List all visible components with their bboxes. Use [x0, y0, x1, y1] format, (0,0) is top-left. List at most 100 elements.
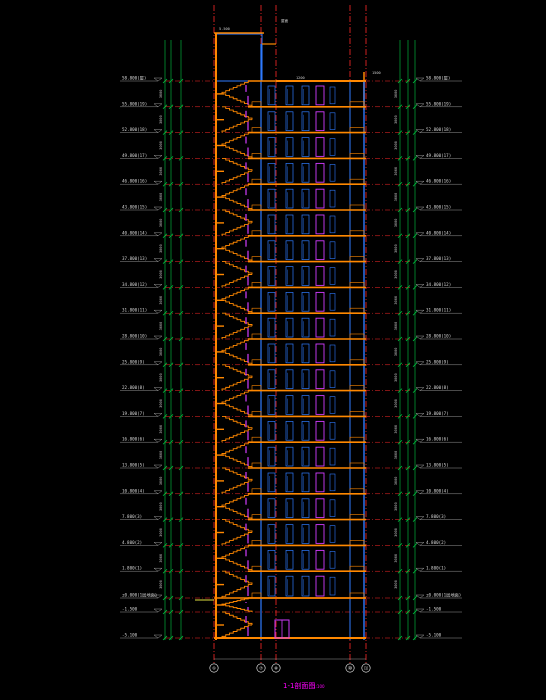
stair-flight-upper [222, 261, 253, 275]
elevation-marker [415, 516, 425, 520]
beam-drop [349, 333, 365, 340]
dimension-tick [405, 543, 411, 548]
dimension-tick [397, 181, 403, 187]
dimension-tick [397, 336, 403, 342]
door-opening [285, 292, 294, 312]
door-opening [285, 575, 294, 597]
dimension-tick [397, 310, 403, 316]
door-magenta [315, 214, 325, 235]
story-dimension-label: 3000 [159, 554, 163, 563]
elevation-label: 49.800(17) [426, 153, 451, 158]
dimension-tick [162, 439, 168, 445]
story-dimension-label: 3000 [159, 580, 163, 589]
dimension-tick [397, 233, 403, 239]
elevation-label: ±0.000(1层地面) [426, 592, 461, 599]
dimension-tick [397, 491, 403, 497]
window-opening [329, 396, 336, 414]
elevation-label: 31.800(11) [122, 308, 147, 313]
elevation-label: 7.800(3) [122, 514, 142, 519]
window-opening [329, 344, 336, 363]
door-opening [301, 472, 310, 493]
elevation-label: 10.800(4) [122, 488, 145, 493]
dimension-tick [405, 336, 411, 342]
door-opening [267, 240, 276, 260]
dimension-tick [412, 181, 418, 187]
elevation-marker [153, 594, 163, 599]
dimension-tick [162, 362, 168, 368]
dimension-tick [178, 388, 184, 393]
dimension-tick [412, 543, 418, 548]
axis-bubble [256, 663, 266, 673]
dimension-tick [412, 233, 418, 239]
dimension-tick [168, 310, 174, 316]
door-opening [285, 472, 294, 493]
stair-flight-lower [221, 428, 252, 443]
elevation-label: 37.800(13) [426, 256, 451, 261]
dimension-tick [178, 609, 184, 615]
stair-flight-upper [222, 209, 253, 223]
story-dimension-label: 3000 [394, 219, 398, 228]
dimension-tick [397, 130, 403, 135]
axis-bubbles: ① ⑦ ⑧ ⑳ ⑴ [209, 658, 371, 673]
dimension-tick [405, 609, 411, 615]
beam-drop [251, 565, 262, 572]
elevation-marker [415, 361, 425, 366]
axis-bubble-label: ⑴ [364, 665, 368, 671]
door-opening [267, 163, 276, 183]
story-dimension-label: 3000 [394, 580, 398, 589]
beam-drop [251, 385, 262, 391]
stair-flight-upper [222, 312, 253, 327]
door-opening [285, 240, 294, 260]
door-opening [301, 188, 310, 209]
stair-flight-lower [221, 274, 252, 288]
door-magenta [315, 575, 325, 597]
dimension-tick [162, 336, 168, 342]
dimension-tick [168, 336, 174, 342]
beam-drop [251, 359, 262, 366]
stair-flight-upper [221, 235, 252, 249]
dimension-tick [168, 595, 174, 601]
dimension-tick [162, 491, 168, 497]
story-dimension-label: 3000 [394, 115, 398, 124]
door-opening [301, 266, 310, 286]
axis-bubble [345, 663, 355, 673]
door-magenta [315, 266, 325, 286]
beam-drop [349, 178, 365, 185]
door-opening [285, 498, 294, 518]
door-magenta [315, 162, 325, 183]
stair-flight-upper [221, 338, 252, 352]
elevation-marker [415, 464, 425, 469]
dimension-tick [178, 104, 184, 110]
story-dimension-label: 3000 [394, 270, 398, 279]
elevation-marker [153, 335, 163, 340]
dimension-tick [178, 181, 184, 187]
story-dimension-label: 3000 [159, 373, 163, 382]
top-notes: 5.500 屋面 1200 1500 [219, 18, 381, 80]
window-opening [329, 215, 336, 234]
door-opening [285, 446, 294, 467]
stair-flight-lower [221, 170, 252, 185]
stair-flight-upper [221, 132, 252, 146]
door-opening [285, 214, 294, 235]
beam-drop [349, 462, 365, 469]
dimension-tick [162, 181, 168, 187]
beam-drop [349, 565, 365, 572]
story-dimension-label: 3000 [394, 502, 398, 511]
dimension-tick [168, 543, 174, 548]
elevation-marker [415, 413, 425, 417]
story-dimension-label: 3000 [394, 348, 398, 357]
elevation-marker [153, 180, 163, 185]
beam-drop [349, 230, 365, 237]
story-dimension-label: 3000 [159, 219, 163, 228]
door-opening [267, 317, 276, 338]
window-opening [329, 551, 336, 569]
elevation-label: -5.100 [426, 633, 442, 638]
dimension-tick [178, 439, 184, 445]
beam-drop [349, 385, 365, 391]
elevation-label: 46.800(16) [426, 179, 451, 184]
right-dimension-chain: 3000 3000 3000 3000 3000 3000 3000 3000 3000 3000… [394, 40, 418, 641]
dimension-tick [405, 568, 411, 574]
elevation-marker [415, 129, 425, 133]
elevation-label: 46.800(16) [122, 179, 147, 184]
